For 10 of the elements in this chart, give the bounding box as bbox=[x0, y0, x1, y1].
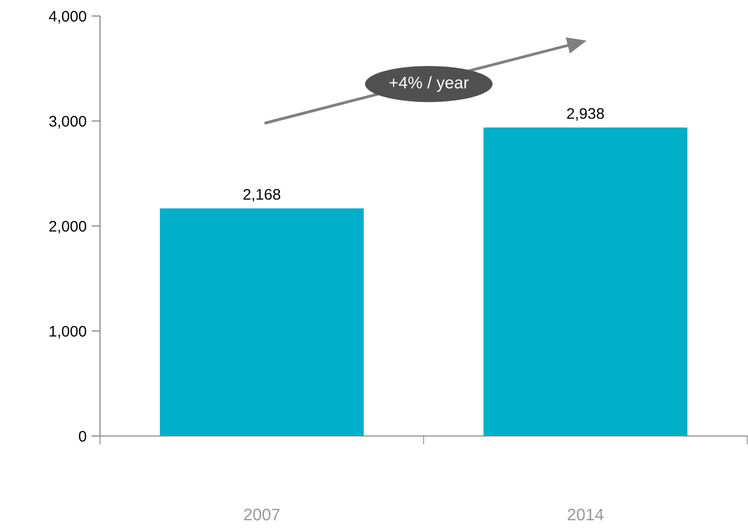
y-tick-label: 1,000 bbox=[50, 326, 86, 338]
data-label: 2,168 bbox=[243, 188, 280, 202]
data-label: 2,938 bbox=[567, 108, 604, 121]
y-tick-label: 0 bbox=[78, 430, 86, 442]
x-tick-label: 2007 bbox=[244, 508, 280, 520]
annotation: +4% / year bbox=[390, 76, 469, 92]
y-tick-label: 2,000 bbox=[49, 220, 86, 234]
y-tick-label: 3,000 bbox=[49, 116, 86, 128]
x-tick-label: 2014 bbox=[568, 508, 604, 520]
y-tick-label: 4,000 bbox=[48, 10, 86, 24]
